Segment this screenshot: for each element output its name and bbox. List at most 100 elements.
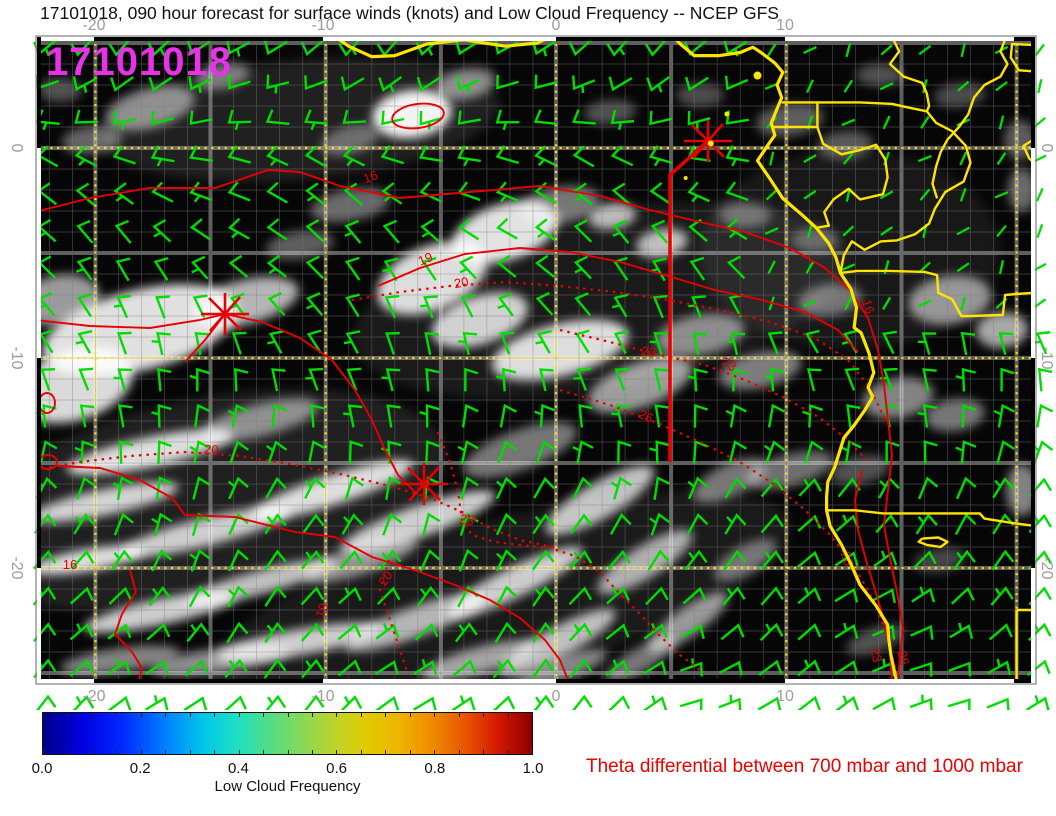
wind-barb	[305, 219, 325, 243]
wind-barb	[228, 512, 249, 536]
wind-barb	[649, 181, 671, 205]
colorbar-label: 0.8	[424, 760, 446, 777]
wind-barb	[834, 660, 859, 676]
wind-barb	[381, 182, 403, 205]
wind-barb	[917, 404, 938, 428]
wind-barb	[307, 440, 326, 464]
wind-barb	[650, 219, 669, 244]
contour-label: 16	[859, 297, 878, 315]
axis-label-lon-bottom: 0	[551, 688, 561, 705]
island-dot	[683, 176, 688, 181]
wind-barbs-layer	[32, 37, 1054, 710]
colorbar-tick	[91, 750, 93, 754]
wind-barb	[613, 330, 629, 355]
colorbar-tick-labels: 0.0 0.2 0.4 0.6 0.8 1.0	[32, 760, 544, 777]
wind-barb	[118, 404, 133, 428]
wind-barb	[954, 512, 977, 535]
wind-barb	[341, 513, 364, 535]
wind-barb	[302, 513, 325, 535]
wind-barb	[192, 476, 211, 500]
wind-barb	[33, 694, 57, 710]
wind-barb	[797, 659, 822, 677]
wind-barb	[224, 658, 248, 679]
wind-barb	[643, 695, 668, 710]
contour-label: 16	[361, 167, 380, 186]
wind-barb	[113, 368, 133, 392]
axis-label-lon-bottom: -10	[311, 688, 335, 705]
contour-label: 19	[312, 601, 331, 620]
wind-barb	[458, 332, 478, 356]
colorbar-tick	[116, 750, 118, 754]
border-path	[931, 37, 1009, 199]
wind-segment	[996, 152, 1007, 166]
wind-barb	[495, 367, 517, 392]
wind-barb	[568, 658, 593, 678]
wind-barb	[617, 440, 632, 464]
wind-barb	[532, 513, 555, 535]
wind-segment	[841, 263, 856, 272]
contour-label: 19	[416, 249, 435, 268]
wind-barb	[499, 331, 515, 355]
wind-barb	[264, 585, 287, 607]
wind-barb	[305, 182, 326, 206]
wind-barb	[264, 621, 287, 643]
colorbar-tick	[287, 713, 289, 717]
wind-barb	[732, 367, 747, 392]
border-path	[771, 101, 819, 129]
wind-barb	[300, 38, 325, 57]
wind-barb	[534, 254, 555, 278]
wind-barb	[108, 586, 133, 605]
wind-segment	[844, 296, 853, 311]
wind-barb	[922, 368, 937, 392]
wind-barb	[572, 440, 594, 464]
contour-label: 23	[458, 511, 475, 529]
wind-barb	[300, 622, 325, 642]
wind-barb	[718, 694, 742, 710]
wind-barb	[420, 218, 440, 243]
wind-barb	[151, 549, 173, 572]
wind-barb	[227, 585, 249, 608]
wind-barb	[917, 476, 939, 500]
wind-barb	[343, 182, 364, 206]
wind-barb	[151, 111, 175, 126]
wind-barb	[649, 512, 671, 536]
wind-segment	[767, 260, 776, 274]
wind-barb	[496, 217, 518, 240]
wind-barb	[682, 586, 707, 605]
wind-barb	[452, 659, 477, 677]
wind-barb	[189, 110, 213, 126]
wind-barb	[834, 551, 859, 567]
wind-barb	[532, 585, 555, 607]
wind-barb	[189, 440, 211, 464]
wind-barb	[305, 255, 324, 280]
wind-barb	[455, 40, 480, 56]
wind-barb	[229, 440, 249, 464]
wind-barb	[687, 367, 708, 392]
axis-label-lat-right: 0	[1038, 143, 1055, 153]
wind-barb	[693, 403, 709, 428]
wind-barb	[497, 440, 518, 464]
wind-segment	[1035, 187, 1044, 202]
wind-barb	[384, 294, 400, 319]
wind-barb	[760, 586, 784, 606]
wind-barb	[649, 440, 670, 464]
wind-barb	[960, 331, 976, 356]
wind-barb	[456, 75, 480, 94]
wind-barb	[998, 332, 1014, 356]
wind-segment	[764, 227, 779, 235]
wind-barb	[647, 549, 670, 571]
wind-barb	[157, 367, 172, 392]
wind-barb	[917, 332, 937, 355]
wind-barb	[757, 696, 782, 710]
wind-barb	[535, 329, 552, 354]
wind-barb	[642, 660, 667, 675]
wind-barb	[645, 586, 669, 606]
wind-barb	[40, 367, 56, 391]
wind-barb	[495, 181, 519, 203]
wind-barb	[572, 145, 595, 168]
wind-segment	[806, 79, 814, 94]
wind-segment	[918, 261, 931, 273]
axis-label-lon-top: 0	[551, 17, 561, 34]
wind-segment	[882, 296, 892, 310]
wind-barb	[988, 623, 1013, 641]
